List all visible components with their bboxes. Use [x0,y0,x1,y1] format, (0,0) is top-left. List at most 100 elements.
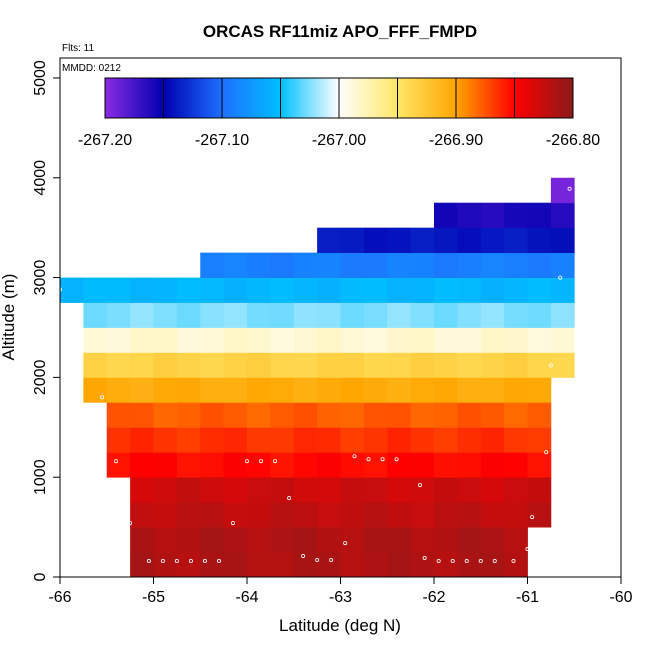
heatmap-cell [200,402,225,428]
heatmap-cell [363,352,388,378]
x-tick-label: -61 [516,589,539,606]
heatmap-cell [130,402,154,428]
heatmap-cell [317,402,341,428]
x-tick-label: -65 [142,589,165,606]
heatmap-cell [130,277,154,303]
heatmap-cell [504,202,528,229]
heatmap-cell [434,327,458,353]
heatmap-cell [293,302,318,328]
heatmap-cell [363,502,388,528]
heatmap-cell [527,202,552,229]
heatmap-cell [340,477,365,503]
heatmap-cell [480,252,505,278]
heatmap-cell [363,477,388,503]
heatmap-cell [270,352,295,378]
heatmap-cell [223,352,248,378]
heatmap-cell [176,277,201,303]
heatmap-cell [410,527,435,553]
heatmap-cell [504,452,528,478]
heatmap-cell [317,277,341,303]
heatmap-cell [223,402,248,428]
heatmap-cell [83,352,108,378]
heatmap-cell [83,277,108,303]
heatmap-cell [223,327,248,353]
heatmap-cell [410,477,435,503]
heatmap-cell [434,552,458,578]
y-axis: 0 1000 2000 3000 4000 5000 [32,60,60,581]
heatmap-cell [480,552,505,578]
heatmap-cell [504,227,528,254]
heatmap-cell [130,377,154,403]
heatmap-cell [363,252,388,278]
flight-point [174,559,179,564]
flight-point [230,521,235,526]
heatmap-cell [550,252,575,278]
heatmap-cell [504,552,528,578]
heatmap-cell [410,227,435,254]
heatmap-cell [293,277,318,303]
colorbar-frame [104,77,574,119]
heatmap-cell [200,277,225,303]
flight-point [530,515,535,520]
heatmap-cell [340,352,365,378]
heatmap-cell [200,352,225,378]
heatmap-cell [247,277,271,303]
flight-point [244,459,249,464]
heatmap-cell [130,477,154,503]
flight-point [216,559,221,564]
heatmap-cell [527,227,552,254]
annotation-date: MMDD: 0212 [62,63,121,74]
heatmap-cell [317,502,341,528]
y-tick-label: 1000 [32,459,49,495]
heatmap-cell [434,277,458,303]
x-axis: -66 -65 -64 -63 -62 -61 -60 [48,577,633,606]
flight-point [478,559,483,564]
heatmap-cell [317,477,341,503]
heatmap-cell [527,502,552,528]
heatmap-cell [293,552,318,578]
heatmap-cell [200,427,225,453]
flight-point [380,457,385,462]
heatmap-cell [387,302,412,328]
heatmap-cell [60,277,84,303]
flight-point [366,457,371,462]
heatmap-cell [317,327,341,353]
flight-point [273,459,278,464]
heatmap-cell [176,552,201,578]
heatmap-cell [106,277,131,303]
heatmap-cell [293,377,318,403]
heatmap-cell [434,377,458,403]
heatmap-cell [247,252,271,278]
heatmap-cell [410,277,435,303]
colorbar-tick-label: -266.90 [429,132,483,149]
heatmap-cell [387,402,412,428]
colorbar-tick-label: -267.20 [78,132,132,149]
heatmap-cell [317,302,341,328]
heatmap-cell [247,327,271,353]
heatmap-cell [363,402,388,428]
colorbar-dividers [163,78,515,118]
heatmap-cell [130,452,154,478]
heatmap-cell [434,252,458,278]
heatmap-cell [504,427,528,453]
heatmap-cell [480,277,505,303]
heatmap-cell [83,302,108,328]
heatmap-cell [504,302,528,328]
heatmap-cell [270,502,295,528]
heatmap-cell [270,552,295,578]
heatmap-cell [550,277,575,303]
heatmap-cell [340,402,365,428]
heatmap-cell [247,527,271,553]
heatmap-cell [200,252,225,278]
heatmap-cell [223,427,248,453]
heatmap-cell [176,477,201,503]
heatmap-cell [317,352,341,378]
annotation-flights: Flts: 11 [62,43,94,54]
heatmap-cell [340,502,365,528]
heatmap-cell [457,327,482,353]
heatmap-cell [223,277,248,303]
flight-point [114,459,119,464]
heatmap-cell [223,452,248,478]
heatmap-cell [527,452,552,478]
heatmap-cell [480,477,505,503]
